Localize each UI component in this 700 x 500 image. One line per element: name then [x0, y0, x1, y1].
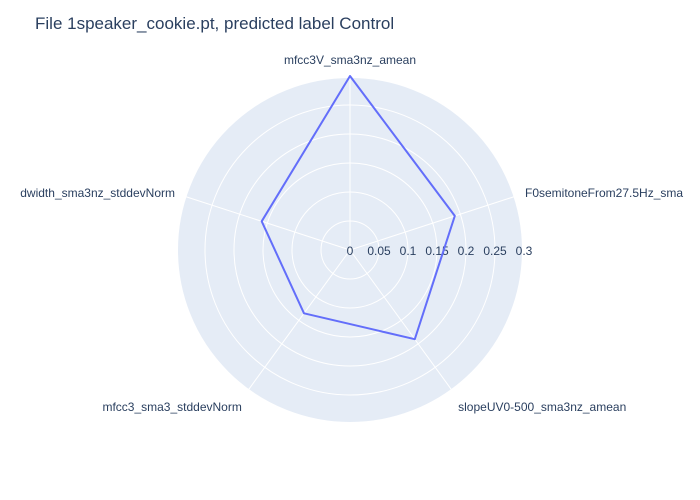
radial-tick-labels: 0 0.05 0.1 0.15 0.2 0.25 0.3 — [347, 244, 533, 258]
grid-spoke — [349, 195, 516, 251]
angular-axis-labels: mfcc3V_sma3nz_amean F0semitoneFrom27.5Hz_… — [20, 53, 683, 414]
axis-label: F0semitoneFrom27.5Hz_sma — [525, 186, 683, 200]
axis-label: mfcc3_sma3_stddevNorm — [102, 400, 241, 414]
radial-tick-label: 0.1 — [400, 244, 417, 258]
grid-spoke — [247, 249, 351, 392]
chart-title: File 1speaker_cookie.pt, predicted label… — [35, 14, 394, 33]
radial-tick-label: 0.3 — [516, 244, 533, 258]
radial-tick-label: 0.05 — [367, 244, 391, 258]
radial-tick-label: 0 — [347, 244, 354, 258]
angular-grid — [184, 76, 516, 392]
radial-tick-label: 0.25 — [483, 244, 507, 258]
grid-spoke — [184, 195, 351, 251]
radial-tick-label: 0.2 — [458, 244, 475, 258]
axis-label: slopeUV0-500_sma3nz_amean — [458, 400, 626, 414]
axis-label: dwidth_sma3nz_stddevNorm — [20, 186, 175, 200]
series-line — [260, 75, 456, 341]
grid-spoke — [349, 249, 453, 392]
axis-label: mfcc3V_sma3nz_amean — [284, 53, 416, 67]
